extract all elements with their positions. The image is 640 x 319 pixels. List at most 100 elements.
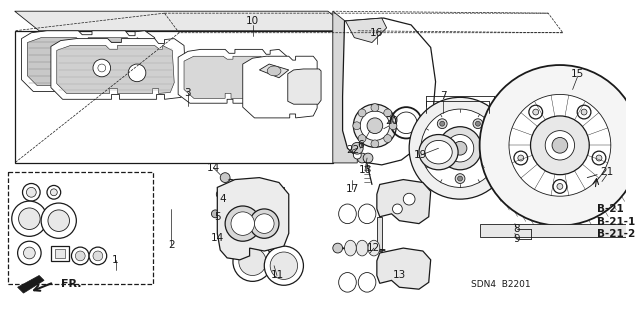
Text: 2: 2 — [168, 240, 175, 250]
Circle shape — [453, 141, 467, 155]
Circle shape — [51, 189, 57, 196]
Circle shape — [128, 64, 146, 82]
Circle shape — [220, 173, 230, 182]
Text: 7: 7 — [440, 91, 447, 101]
Polygon shape — [346, 18, 387, 42]
Circle shape — [22, 183, 40, 201]
Ellipse shape — [358, 272, 376, 292]
Polygon shape — [243, 56, 317, 118]
Text: 20: 20 — [385, 116, 398, 126]
Circle shape — [581, 109, 587, 115]
Circle shape — [552, 137, 568, 153]
Circle shape — [225, 206, 260, 241]
Circle shape — [479, 65, 640, 226]
Circle shape — [557, 183, 563, 189]
Polygon shape — [184, 56, 277, 98]
Polygon shape — [178, 49, 288, 103]
Circle shape — [68, 55, 77, 65]
Circle shape — [41, 203, 76, 238]
Text: 14: 14 — [207, 163, 220, 173]
Circle shape — [351, 142, 363, 154]
Ellipse shape — [425, 140, 452, 164]
Circle shape — [264, 246, 303, 285]
Polygon shape — [377, 180, 431, 224]
Circle shape — [18, 241, 41, 265]
Polygon shape — [15, 11, 353, 31]
Polygon shape — [51, 39, 186, 99]
Circle shape — [232, 235, 242, 245]
Circle shape — [409, 97, 511, 199]
Polygon shape — [218, 178, 289, 260]
Text: SDN4  B2201: SDN4 B2201 — [471, 280, 531, 289]
Text: 1: 1 — [112, 255, 119, 265]
Text: 17: 17 — [346, 184, 359, 194]
Circle shape — [553, 180, 567, 193]
Circle shape — [211, 210, 220, 218]
Ellipse shape — [268, 66, 281, 76]
Circle shape — [545, 130, 575, 160]
Circle shape — [426, 153, 436, 162]
Circle shape — [596, 155, 602, 161]
Circle shape — [358, 135, 366, 143]
Circle shape — [592, 151, 606, 165]
Circle shape — [353, 151, 361, 159]
Circle shape — [239, 248, 266, 276]
Circle shape — [577, 105, 591, 119]
Bar — [225, 187, 284, 207]
Text: 3: 3 — [184, 88, 191, 99]
Circle shape — [270, 252, 298, 279]
Circle shape — [360, 111, 390, 140]
Circle shape — [440, 121, 445, 126]
Circle shape — [357, 153, 367, 163]
Circle shape — [363, 153, 373, 163]
Circle shape — [484, 153, 494, 162]
Circle shape — [93, 59, 111, 77]
Circle shape — [486, 155, 492, 160]
Text: 21: 21 — [600, 167, 614, 177]
Circle shape — [532, 109, 539, 115]
Circle shape — [333, 243, 342, 253]
Text: 19: 19 — [414, 150, 428, 160]
Ellipse shape — [358, 204, 376, 224]
Circle shape — [455, 174, 465, 183]
Circle shape — [76, 251, 85, 261]
Polygon shape — [28, 38, 148, 85]
Circle shape — [458, 176, 463, 181]
Circle shape — [353, 104, 396, 147]
Text: 11: 11 — [270, 271, 284, 280]
Bar — [8, 172, 153, 284]
Text: 6: 6 — [357, 140, 364, 150]
Text: 5: 5 — [214, 212, 221, 222]
Circle shape — [367, 118, 383, 134]
Polygon shape — [22, 31, 157, 92]
Bar — [377, 217, 381, 251]
Ellipse shape — [339, 204, 356, 224]
Circle shape — [371, 104, 379, 112]
Circle shape — [216, 190, 224, 198]
Text: 16: 16 — [370, 28, 383, 38]
Text: 15: 15 — [571, 69, 584, 79]
Polygon shape — [288, 69, 321, 104]
Ellipse shape — [368, 240, 380, 256]
Circle shape — [97, 56, 115, 74]
Polygon shape — [342, 18, 436, 165]
Circle shape — [89, 247, 107, 265]
Circle shape — [518, 155, 524, 161]
Polygon shape — [377, 248, 431, 289]
Circle shape — [255, 214, 274, 234]
Circle shape — [421, 109, 499, 187]
Polygon shape — [57, 46, 174, 93]
Circle shape — [98, 64, 106, 72]
Text: 18: 18 — [358, 165, 372, 175]
Ellipse shape — [344, 240, 356, 256]
Circle shape — [437, 119, 447, 129]
Circle shape — [63, 51, 81, 69]
Circle shape — [514, 151, 527, 165]
Circle shape — [371, 140, 379, 148]
Circle shape — [48, 210, 70, 232]
Circle shape — [403, 193, 415, 205]
Text: 14: 14 — [211, 233, 224, 243]
Text: B-21-2: B-21-2 — [597, 229, 636, 239]
Circle shape — [529, 105, 543, 119]
Ellipse shape — [419, 135, 458, 170]
